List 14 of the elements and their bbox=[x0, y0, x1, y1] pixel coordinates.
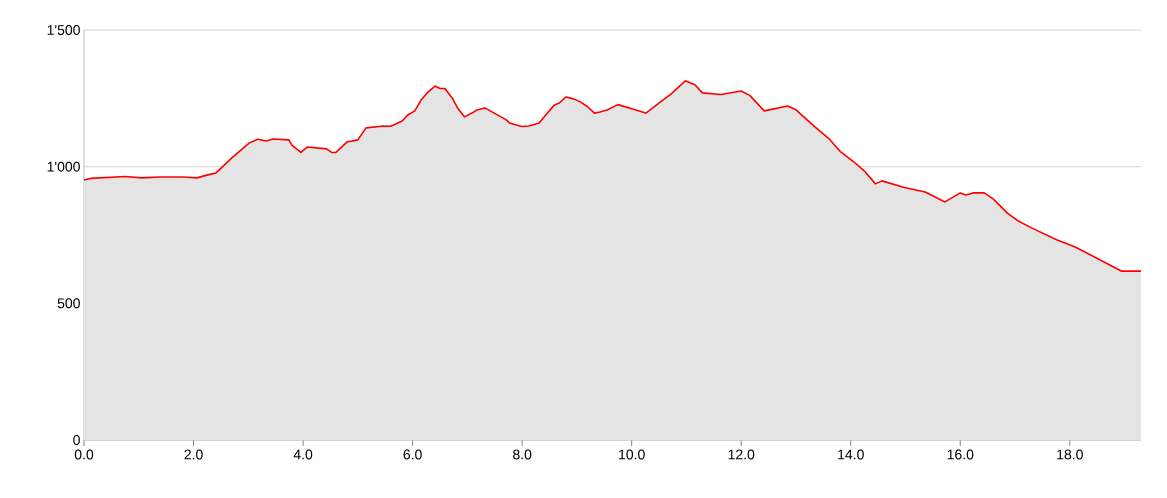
y-tick-label: 0 bbox=[73, 435, 80, 445]
x-tick-label: 0.0 bbox=[74, 449, 94, 460]
y-tick-label: 500 bbox=[57, 298, 80, 309]
y-tick-label: 1'000 bbox=[47, 161, 80, 172]
x-tick-label: 12.0 bbox=[728, 449, 755, 460]
x-tick-label: 18.0 bbox=[1057, 449, 1083, 460]
x-tick-label: 14.0 bbox=[838, 449, 864, 460]
x-tick-label: 2.0 bbox=[184, 449, 203, 460]
y-tick-label: 1'500 bbox=[47, 25, 80, 35]
x-tick-label: 6.0 bbox=[403, 449, 422, 460]
x-tick-label: 16.0 bbox=[947, 449, 974, 460]
x-tick-label: 10.0 bbox=[619, 449, 645, 460]
x-tick-label: 8.0 bbox=[513, 449, 532, 460]
x-tick-label: 4.0 bbox=[293, 449, 313, 460]
